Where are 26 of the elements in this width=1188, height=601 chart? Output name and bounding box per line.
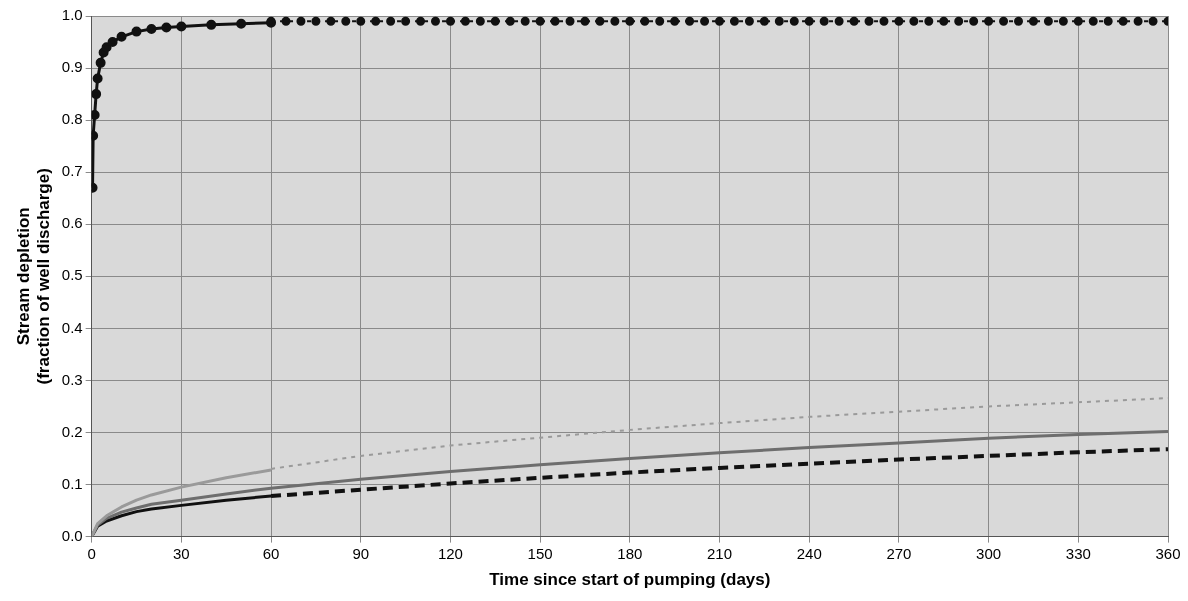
x-tick-label: 330: [1065, 544, 1091, 562]
y-tick-label: 0.6: [61, 214, 83, 232]
x-tick-label: 90: [352, 544, 370, 562]
y-tick-label: 0.3: [61, 370, 83, 388]
x-tick-label: 0: [87, 544, 96, 562]
x-tick-label: 60: [262, 544, 280, 562]
y-tick-label: 0.1: [61, 474, 83, 492]
y-tick-label: 0.8: [61, 110, 83, 128]
y-tick-label: 0.5: [61, 266, 83, 284]
x-tick-label: 210: [707, 544, 733, 562]
y-tick-label: 0.4: [61, 318, 83, 336]
y-tick-label: 0.9: [61, 58, 83, 76]
x-tick-label: 300: [976, 544, 1002, 562]
x-tick-label: 150: [527, 544, 553, 562]
y-tick-label: 0.7: [61, 162, 83, 180]
y-tick-label: 0.2: [61, 422, 83, 440]
x-tick-label: 240: [796, 544, 822, 562]
y-axis-title: Stream depletion (fraction of well discharge): [13, 168, 54, 385]
x-tick-label: 120: [437, 544, 463, 562]
x-tick-label: 270: [886, 544, 912, 562]
x-tick-label: 360: [1155, 544, 1181, 562]
x-tick-label: 30: [173, 544, 190, 562]
x-tick-label: 180: [617, 544, 643, 562]
x-axis-title: Time since start of pumping (days): [489, 570, 771, 590]
y-tick-label: 0.0: [61, 526, 83, 544]
y-tick-label: 1.0: [61, 6, 83, 24]
